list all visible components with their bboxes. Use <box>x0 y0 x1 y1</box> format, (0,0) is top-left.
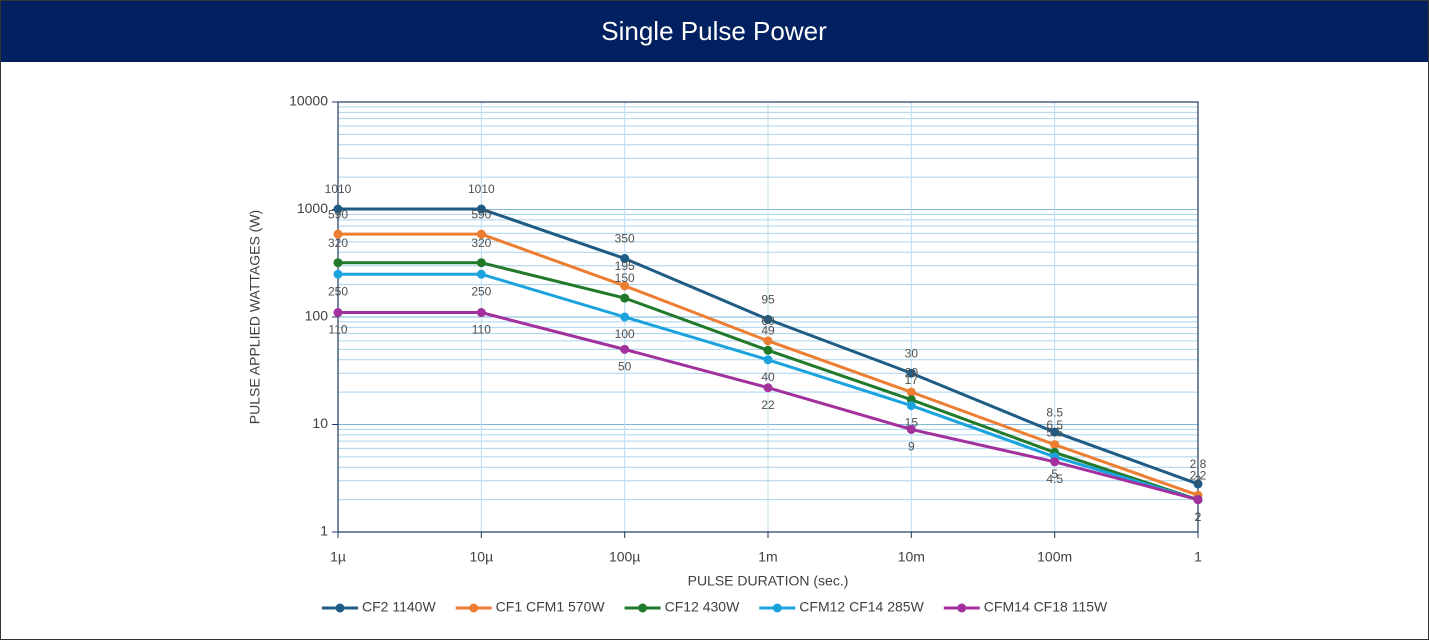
data-point <box>333 308 343 318</box>
data-point <box>1050 427 1060 437</box>
data-label: 100 <box>615 327 635 341</box>
data-label: 95 <box>761 293 775 307</box>
y-tick-label: 100 <box>305 308 329 324</box>
data-label: 5.5 <box>1046 426 1063 440</box>
data-label: 15 <box>905 416 919 430</box>
data-point <box>763 336 773 346</box>
data-label: 6.5 <box>1046 418 1063 432</box>
x-tick-label: 1m <box>758 549 777 565</box>
data-label: 195 <box>615 259 635 273</box>
legend-label: CFM12 CF14 285W <box>799 599 924 615</box>
legend-label: CF12 430W <box>665 599 740 615</box>
data-label: 60 <box>761 314 775 328</box>
y-axis-label: PULSE APPLIED WATTAGES (W) <box>247 210 263 424</box>
data-point <box>763 345 773 355</box>
data-point <box>906 424 916 434</box>
x-tick-label: 1 <box>1194 549 1202 565</box>
y-tick-label: 1 <box>320 523 328 539</box>
data-label: 2.2 <box>1190 468 1207 482</box>
x-tick-label: 10m <box>898 549 925 565</box>
x-tick-label: 100m <box>1037 549 1072 565</box>
legend-label: CF2 1140W <box>362 599 436 615</box>
x-axis-label: PULSE DURATION (sec.) <box>688 573 849 589</box>
data-point <box>763 314 773 324</box>
data-point <box>1193 479 1203 489</box>
data-label: 8.5 <box>1046 405 1063 419</box>
data-point <box>906 401 916 411</box>
data-label: 2.8 <box>1190 457 1207 471</box>
data-point <box>1050 440 1060 450</box>
legend-marker <box>772 603 782 613</box>
y-tick-label: 10000 <box>289 93 328 109</box>
data-label: 250 <box>328 284 348 298</box>
legend-marker <box>335 603 345 613</box>
legend-label: CF1 CFM1 570W <box>496 599 606 615</box>
data-label: 110 <box>472 323 491 337</box>
data-label: 5 <box>1051 467 1058 481</box>
data-label: 320 <box>328 236 348 250</box>
data-label: 17 <box>905 373 919 387</box>
data-point <box>476 308 486 318</box>
data-label: 30 <box>905 346 919 360</box>
y-tick-label: 10 <box>312 415 328 431</box>
data-label: 1010 <box>468 182 495 196</box>
data-label: 4.5 <box>1046 472 1063 486</box>
x-tick-label: 10µ <box>470 549 494 565</box>
data-point <box>476 258 486 268</box>
data-point <box>906 368 916 378</box>
data-point <box>476 229 486 239</box>
data-point <box>333 229 343 239</box>
data-point <box>620 254 630 264</box>
legend-marker <box>638 603 648 613</box>
legend-marker <box>957 603 967 613</box>
data-point <box>620 312 630 322</box>
data-point <box>476 269 486 279</box>
y-tick-label: 1000 <box>297 200 328 216</box>
data-label: 22 <box>761 398 775 412</box>
data-label: 9 <box>908 440 915 454</box>
data-label: 110 <box>328 323 347 337</box>
data-label: 250 <box>471 284 491 298</box>
data-point <box>476 204 486 214</box>
legend-marker <box>469 603 479 613</box>
data-point <box>620 293 630 303</box>
x-tick-label: 100µ <box>609 549 640 565</box>
data-point <box>1193 495 1203 505</box>
data-label: 2 <box>1195 473 1202 487</box>
data-label: 1010 <box>325 182 352 196</box>
data-label: 49 <box>761 323 775 337</box>
data-label: 590 <box>471 207 491 221</box>
data-point <box>333 258 343 268</box>
data-point <box>763 383 773 393</box>
data-label: 590 <box>328 207 348 221</box>
data-point <box>906 387 916 397</box>
chart-title: Single Pulse Power <box>601 16 827 46</box>
data-point <box>333 204 343 214</box>
data-label: 20 <box>905 365 919 379</box>
data-label: 2 <box>1195 510 1202 524</box>
header <box>0 0 1429 62</box>
data-label: 350 <box>615 232 635 246</box>
data-label: 2 <box>1195 510 1202 524</box>
data-label: 320 <box>471 236 491 250</box>
data-label: 40 <box>761 370 775 384</box>
data-point <box>1050 457 1060 467</box>
data-point <box>333 269 343 279</box>
legend-label: CFM14 CF18 115W <box>984 599 1108 615</box>
data-point <box>620 344 630 354</box>
data-label: 50 <box>618 360 632 374</box>
x-tick-label: 1µ <box>330 549 346 565</box>
data-point <box>763 355 773 365</box>
data-point <box>620 281 630 291</box>
data-label: 150 <box>615 271 635 285</box>
